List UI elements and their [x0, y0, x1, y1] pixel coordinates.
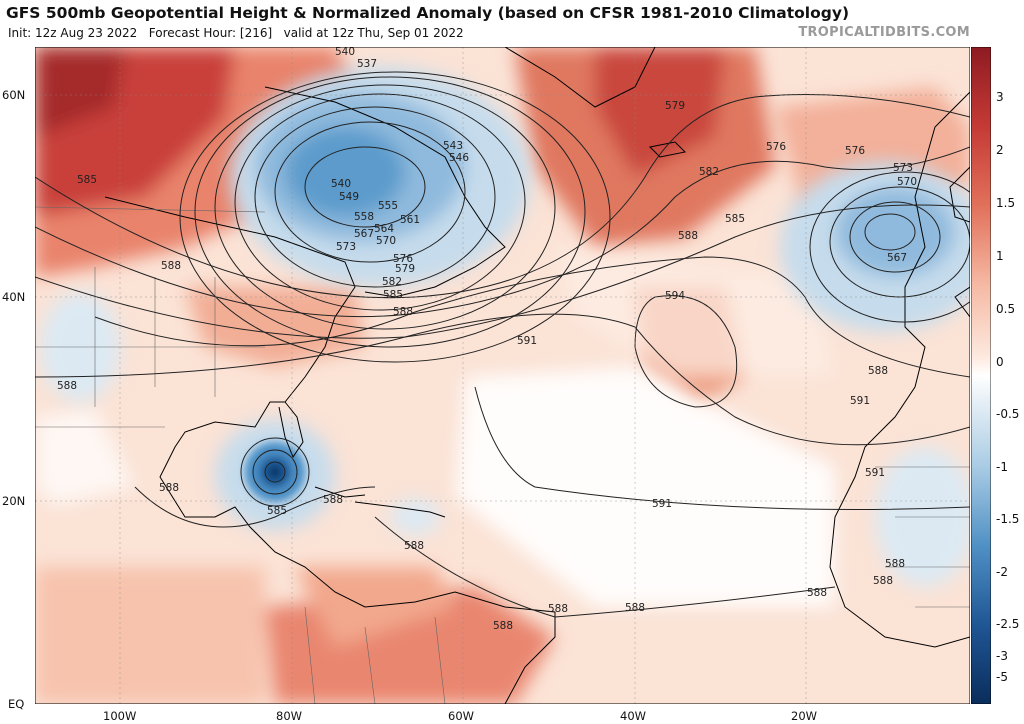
forecast-hour: Forecast Hour: [216] [148, 26, 273, 40]
contour-label: 585 [267, 505, 287, 517]
lon-tick-label: 60W [448, 709, 475, 723]
contour-label: 576 [766, 141, 786, 153]
graticule [35, 47, 970, 704]
contour-label: 582 [382, 276, 402, 288]
contour-label: 576 [393, 253, 413, 265]
contour-label: 549 [339, 191, 359, 203]
contour-label: 579 [395, 263, 415, 275]
contour-label: 591 [850, 395, 870, 407]
subtitle: Init: 12z Aug 23 2022 Forecast Hour: [21… [8, 26, 464, 40]
lon-tick-label: 20W [791, 709, 818, 723]
contour-label: 585 [725, 213, 745, 225]
contour-label: 555 [378, 200, 398, 212]
contour-label: 567 [354, 228, 374, 240]
colorbar-tick: -2.5 [996, 617, 1020, 631]
contour-label: 546 [449, 152, 469, 164]
contour-label: 561 [400, 214, 420, 226]
lat-tick-label: EQ [8, 697, 25, 711]
colorbar-tick: -1.5 [996, 512, 1020, 526]
title: GFS 500mb Geopotential Height & Normaliz… [6, 4, 850, 22]
height-contours [35, 71, 970, 618]
contour-label: 582 [699, 166, 719, 178]
contour-label: 588 [885, 558, 905, 570]
colorbar-tick: -2 [996, 565, 1008, 579]
contour-label: 594 [665, 290, 685, 302]
contour-label: 591 [865, 467, 885, 479]
lat-tick-label: 20N [2, 494, 26, 508]
contour-label: 570 [376, 235, 396, 247]
contour-label: 588 [57, 380, 77, 392]
contour-label: 585 [77, 174, 97, 186]
colorbar-tick: 0 [996, 355, 1004, 369]
colorbar-tick: 2 [996, 143, 1004, 157]
coastlines [104, 47, 970, 704]
contour-label: 588 [404, 540, 424, 552]
colorbar-tick: -0.5 [996, 407, 1020, 421]
neutral-shading [35, 247, 835, 607]
lat-tick-label: 60N [2, 88, 26, 102]
contour-label: 588 [161, 260, 181, 272]
contour-label: 591 [517, 335, 537, 347]
contour-label: 588 [323, 494, 343, 506]
contour-label: 585 [383, 289, 403, 301]
contour-label: 588 [868, 365, 888, 377]
contour-label: 588 [548, 603, 568, 615]
colorbar-tick: -1 [996, 460, 1008, 474]
contour-label: 573 [893, 162, 913, 174]
lon-tick-label: 100W [103, 709, 137, 723]
contour-label: 543 [443, 140, 463, 152]
lat-tick-label: 40N [2, 290, 26, 304]
contour-label: 567 [887, 252, 907, 264]
anomaly-map: 540 537 543 546 540 549 555 558 561 564 … [35, 47, 970, 704]
contour-label: 588 [625, 602, 645, 614]
contour-label: 588 [493, 620, 513, 632]
contour-label: 573 [336, 241, 356, 253]
lon-tick-label: 40W [620, 709, 647, 723]
contour-label: 570 [897, 176, 917, 188]
contour-label: 579 [665, 100, 685, 112]
contour-label: 588 [678, 230, 698, 242]
colorbar-tick: 3 [996, 90, 1004, 104]
init-time: Init: 12z Aug 23 2022 [8, 26, 138, 40]
contour-label: 540 [331, 178, 351, 190]
negative-anomaly-shading [40, 67, 970, 587]
colorbar-tick: 0.5 [996, 302, 1016, 316]
lon-tick-label: 80W [276, 709, 303, 723]
colorbar-tick: -3 [996, 649, 1008, 663]
contour-label: 588 [393, 306, 413, 318]
colorbar-tick: 1 [996, 249, 1004, 263]
contour-label: 588 [159, 482, 179, 494]
colorbar [971, 47, 991, 704]
contour-label: 576 [845, 145, 865, 157]
contour-label: 537 [357, 58, 377, 70]
colorbar-tick: -5 [996, 670, 1008, 684]
contour-label: 588 [873, 575, 893, 587]
colorbar-tick: 1.5 [996, 196, 1016, 210]
contour-label: 540 [335, 47, 355, 58]
contour-label: 588 [807, 587, 827, 599]
contour-label: 558 [354, 211, 374, 223]
contour-label: 564 [374, 223, 394, 235]
brand-logo: TROPICALTIDBITS.COM [798, 25, 970, 40]
contour-label: 591 [652, 498, 672, 510]
valid-time: valid at 12z Thu, Sep 01 2022 [283, 26, 464, 40]
